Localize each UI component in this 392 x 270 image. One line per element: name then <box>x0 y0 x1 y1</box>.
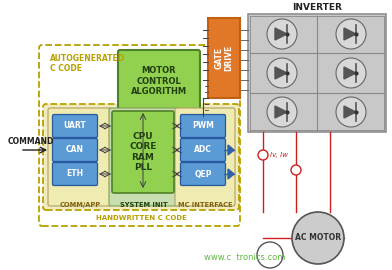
Polygon shape <box>275 28 287 40</box>
FancyBboxPatch shape <box>118 50 200 112</box>
Text: CAN: CAN <box>66 146 84 154</box>
FancyBboxPatch shape <box>109 108 178 206</box>
Text: QEP: QEP <box>194 170 212 178</box>
Polygon shape <box>275 106 287 118</box>
FancyBboxPatch shape <box>112 111 174 193</box>
FancyBboxPatch shape <box>180 139 225 161</box>
Text: GATE
DRIVE: GATE DRIVE <box>214 45 234 71</box>
FancyBboxPatch shape <box>43 104 239 210</box>
Circle shape <box>336 97 366 127</box>
Text: UART: UART <box>64 122 86 130</box>
Circle shape <box>258 150 268 160</box>
Text: AC MOTOR: AC MOTOR <box>295 234 341 242</box>
Circle shape <box>267 97 297 127</box>
FancyBboxPatch shape <box>53 139 98 161</box>
Circle shape <box>291 165 301 175</box>
Text: COMMAND: COMMAND <box>8 137 54 147</box>
Circle shape <box>267 19 297 49</box>
FancyBboxPatch shape <box>48 108 112 206</box>
Text: PWM: PWM <box>192 122 214 130</box>
Text: ETH: ETH <box>66 170 83 178</box>
Circle shape <box>257 242 283 268</box>
FancyBboxPatch shape <box>53 163 98 185</box>
Text: MOTOR
CONTROL
ALGORITHM: MOTOR CONTROL ALGORITHM <box>131 66 187 96</box>
Text: COMM/APP: COMM/APP <box>60 202 101 208</box>
Polygon shape <box>228 169 234 179</box>
Bar <box>208 18 240 98</box>
Bar <box>248 14 386 132</box>
Text: ADC: ADC <box>194 146 212 154</box>
Text: AUTOGENERATED
C CODE: AUTOGENERATED C CODE <box>50 54 125 73</box>
Circle shape <box>267 58 297 88</box>
Polygon shape <box>228 145 234 155</box>
FancyBboxPatch shape <box>53 114 98 137</box>
Polygon shape <box>275 67 287 79</box>
FancyBboxPatch shape <box>175 108 235 206</box>
Text: www.c  tronics.com: www.c tronics.com <box>204 253 286 262</box>
Text: MC INTERFACE: MC INTERFACE <box>178 202 232 208</box>
Text: Iv, Iw: Iv, Iw <box>270 152 288 158</box>
Circle shape <box>292 212 344 264</box>
Polygon shape <box>344 106 356 118</box>
FancyBboxPatch shape <box>180 114 225 137</box>
Polygon shape <box>344 67 356 79</box>
Circle shape <box>336 19 366 49</box>
Text: HANDWRITTEN C CODE: HANDWRITTEN C CODE <box>96 215 187 221</box>
FancyBboxPatch shape <box>180 163 225 185</box>
Text: CPU
CORE
RAM
PLL: CPU CORE RAM PLL <box>129 132 157 172</box>
Polygon shape <box>344 28 356 40</box>
Text: INVERTER: INVERTER <box>292 3 342 12</box>
Text: SYSTEM INIT: SYSTEM INIT <box>120 202 167 208</box>
Circle shape <box>336 58 366 88</box>
